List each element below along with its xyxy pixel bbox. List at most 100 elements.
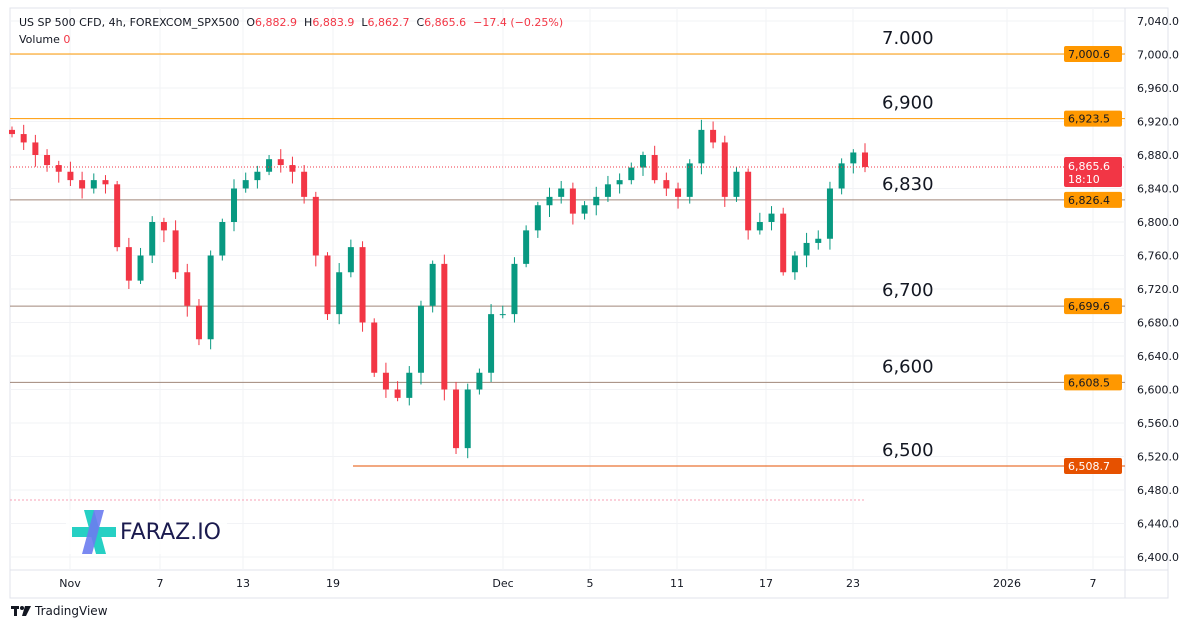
candle[interactable] [312,191,319,267]
level-annotation: 6,830 [882,174,934,195]
candle[interactable] [266,155,273,176]
tradingview-brand[interactable]: TradingView [11,604,108,618]
candle[interactable] [125,237,132,289]
candle[interactable] [219,218,226,261]
candle-body [686,163,693,197]
candle[interactable] [581,201,588,220]
legend: US SP 500 CFD, 4h, FOREXCOM_SPX500 O6,88… [19,14,563,48]
candle[interactable] [55,160,62,183]
level-price-tag [1064,298,1122,315]
candle[interactable] [651,145,658,184]
candle[interactable] [756,212,763,235]
candle[interactable] [289,156,296,184]
candle[interactable] [453,381,460,454]
candle[interactable] [639,151,646,176]
candle[interactable] [791,251,798,280]
candle[interactable] [394,381,401,402]
frame [9,7,1169,599]
candle[interactable] [733,166,740,202]
candle[interactable] [160,217,167,243]
candle[interactable] [184,263,191,317]
candle[interactable] [102,175,109,194]
candle[interactable] [768,206,775,231]
candle-body [464,389,471,449]
candle[interactable] [523,225,530,268]
candle[interactable] [721,135,728,207]
candle-body [721,142,728,197]
candle[interactable] [780,207,787,276]
candle[interactable] [359,241,366,332]
candle[interactable] [511,257,518,323]
candle[interactable] [675,182,682,209]
candle[interactable] [406,366,413,406]
candle[interactable] [242,172,249,193]
candle-body [406,372,413,398]
y-tick-label: 6,760.0 [1137,250,1179,263]
volume-value: 0 [63,33,71,46]
candle[interactable] [593,186,600,216]
candle[interactable] [347,239,354,278]
symbol-title: US SP 500 CFD, 4h, FOREXCOM_SPX500 [19,16,240,29]
candle[interactable] [324,252,331,320]
candle-body [207,255,214,340]
candle[interactable] [195,299,202,346]
candle[interactable] [149,216,156,264]
candle[interactable] [686,159,693,204]
candle[interactable] [558,180,565,204]
candle[interactable] [850,149,857,174]
candle[interactable] [604,175,611,202]
y-tick-label: 7,040.0 [1137,15,1179,28]
candle[interactable] [44,149,51,172]
candle[interactable] [826,181,833,250]
candle[interactable] [90,173,97,194]
candle[interactable] [499,305,506,319]
y-tick-label: 6,800.0 [1137,216,1179,229]
candle[interactable] [803,232,810,268]
candle[interactable] [569,182,576,225]
candle[interactable] [336,263,343,325]
candle-body [44,155,51,166]
candle[interactable] [663,172,670,197]
candle[interactable] [207,250,214,350]
candle[interactable] [815,230,822,250]
candle[interactable] [20,124,27,150]
candle-body [850,152,857,164]
candle-body [20,134,27,143]
y-tick-label: 6,440.0 [1137,518,1179,531]
candle[interactable] [698,119,705,175]
candle[interactable] [488,304,495,382]
level-price-label: 6,608.5 [1068,376,1110,389]
candle[interactable] [745,168,752,240]
candle[interactable] [301,165,308,204]
candle[interactable] [277,149,284,173]
candle-body [242,180,249,189]
candle[interactable] [32,134,39,167]
candle[interactable] [464,383,471,459]
candle[interactable] [441,254,448,401]
last-price-label: 6,865.6 [1068,160,1110,173]
candle-body [745,171,752,231]
candle[interactable] [616,173,623,194]
close-value: 6,865.6 [424,16,467,29]
candle[interactable] [231,179,238,232]
candle[interactable] [417,300,424,385]
candle[interactable] [9,126,15,138]
candle[interactable] [172,220,179,279]
candle[interactable] [546,187,553,217]
candle[interactable] [79,171,86,199]
candle[interactable] [710,121,717,149]
candle[interactable] [534,201,541,238]
candle[interactable] [254,165,261,189]
candle[interactable] [67,161,74,186]
candle-body [301,171,308,197]
candle-body [756,222,763,231]
candle[interactable] [114,180,121,252]
candle[interactable] [429,260,436,313]
candle[interactable] [628,162,635,185]
candle[interactable] [838,158,845,195]
candle[interactable] [371,318,378,377]
candle[interactable] [137,247,144,284]
candle[interactable] [476,368,483,395]
candle[interactable] [382,362,389,398]
level-annotation: 6,700 [882,280,934,301]
